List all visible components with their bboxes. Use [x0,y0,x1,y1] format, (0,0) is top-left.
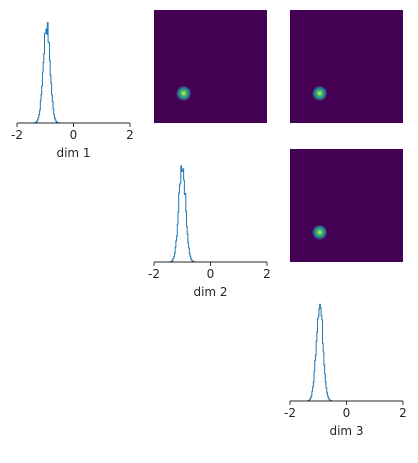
histogram-1: -2 0 2 dim 1 [11,21,134,160]
density-peak [175,85,192,102]
histogram-4: -2 0 2 dim 2 [148,165,271,299]
x-tick-label: 0 [70,128,78,142]
density-peak [311,85,328,102]
density-peak [311,224,328,241]
x-tick-label: 2 [263,267,271,281]
2d-density-5 [290,149,403,262]
density-background [154,10,267,123]
density-background [290,149,403,262]
x-axis-label: dim 2 [193,285,227,299]
histogram-line [290,303,403,402]
x-tick-label: 2 [399,406,407,420]
x-tick-label: 2 [126,128,134,142]
2d-density-3 [290,10,403,123]
x-tick-label: -2 [284,406,296,420]
histogram-line [154,165,267,263]
x-tick-label: 0 [207,267,215,281]
2d-density-2 [154,10,267,123]
x-tick-label: -2 [11,128,23,142]
histogram-line [17,21,130,124]
density-background [290,10,403,123]
x-axis-label: dim 1 [56,146,90,160]
x-tick-label: 0 [343,406,351,420]
x-tick-label: -2 [148,267,160,281]
x-axis-label: dim 3 [329,424,363,438]
histogram-6: -2 0 2 dim 3 [284,303,407,438]
